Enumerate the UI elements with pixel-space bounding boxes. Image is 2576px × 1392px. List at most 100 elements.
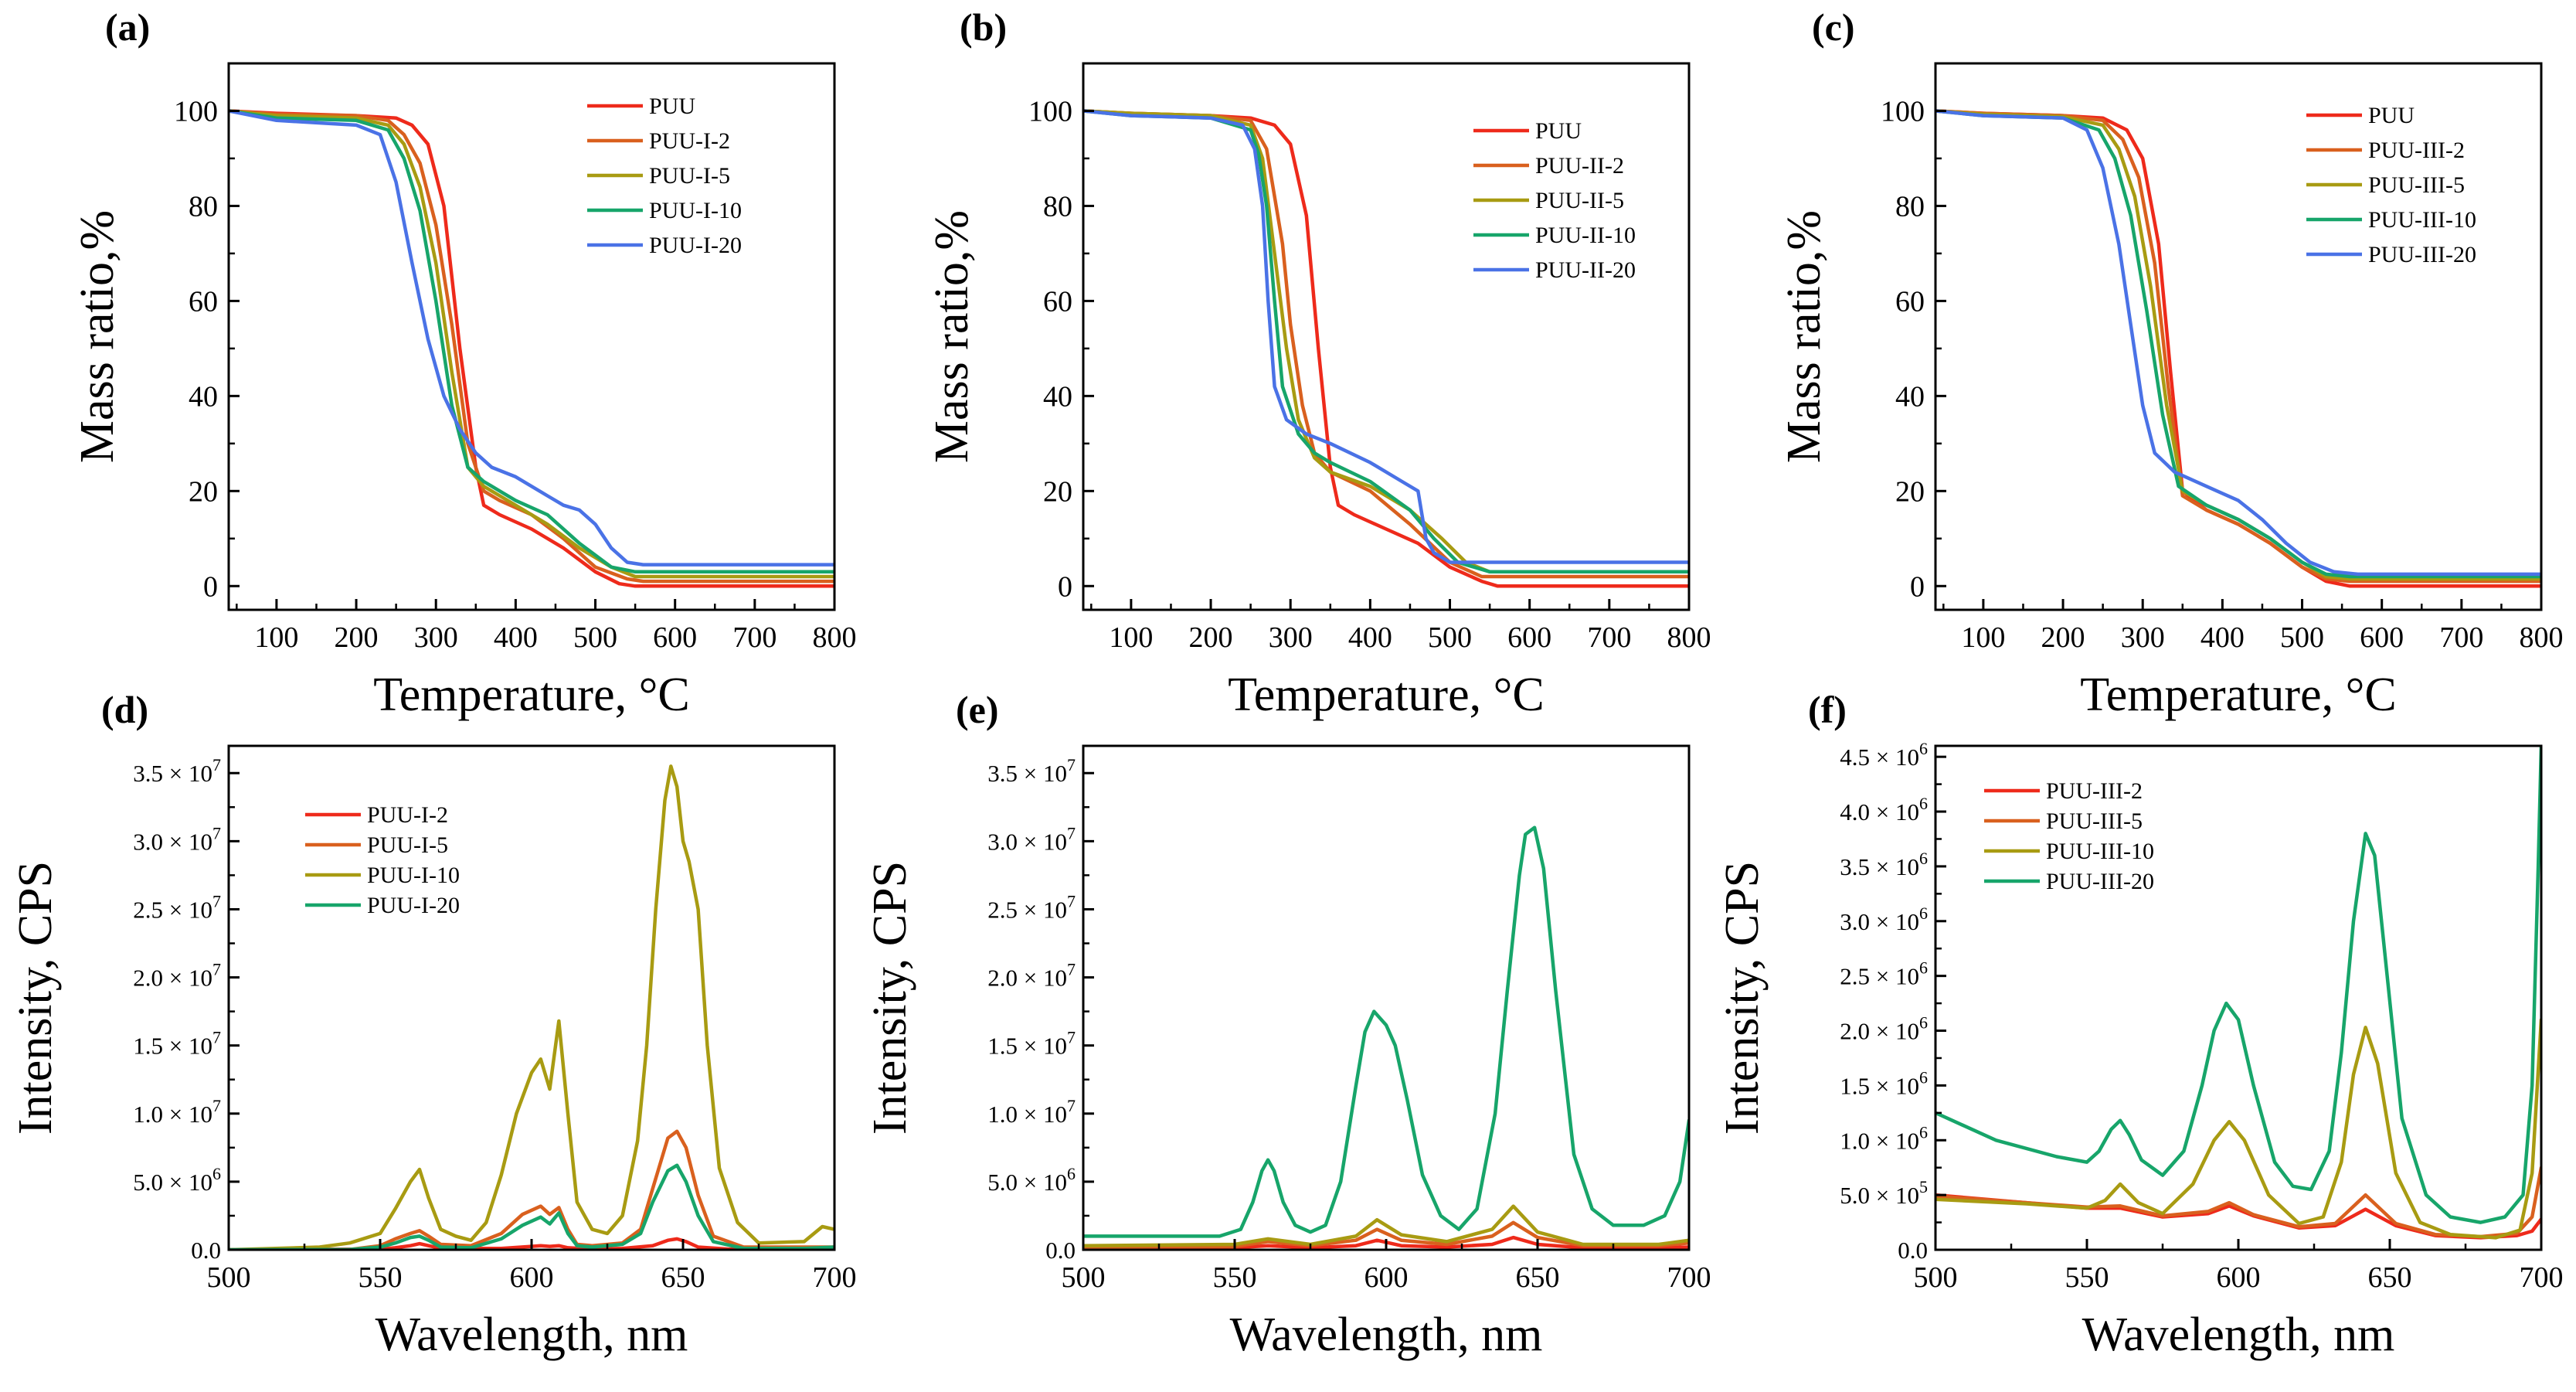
y-tick-exponent: 7 (1067, 823, 1076, 842)
y-tick-times: × 10 (1018, 1169, 1067, 1196)
y-tick-label: 20 (189, 475, 218, 508)
y-tick-times: × 10 (1018, 760, 1067, 787)
x-tick-label: 300 (2121, 621, 2165, 654)
x-tick-label: 700 (732, 621, 777, 654)
x-tick-label: 650 (1516, 1261, 1560, 1294)
y-axis-label: Intensity, CPS (864, 861, 916, 1135)
legend-label: PUU (2368, 103, 2415, 128)
x-tick-label: 500 (573, 621, 617, 654)
y-tick-label: 4.0 × 106 (1840, 794, 1928, 825)
series-line-puu-iii-20 (1935, 746, 2541, 1224)
y-tick-times: × 10 (1870, 798, 1919, 825)
y-tick-label: 2.5 × 107 (987, 891, 1076, 923)
y-tick-label: 80 (189, 190, 218, 223)
legend-label: PUU-II-2 (1535, 153, 1624, 179)
legend: PUU-III-2 PUU-III-5 PUU-III-10 PUU-III-20 (1984, 778, 2154, 894)
y-tick-mantissa: 3.0 (133, 828, 163, 855)
x-tick-label: 700 (813, 1261, 857, 1294)
y-tick-times: × 10 (1018, 965, 1067, 992)
y-tick-exponent: 6 (1919, 904, 1928, 923)
y-tick-exponent: 6 (212, 1164, 221, 1183)
series-line-puu-ii-20 (1083, 825, 1689, 1238)
x-tick-label: 600 (510, 1261, 554, 1294)
y-tick-mantissa: 1.0 (987, 1101, 1018, 1128)
series-group (229, 764, 834, 1250)
y-tick-label: 0.0 (191, 1237, 221, 1264)
y-tick-label: 3.5 × 107 (987, 755, 1076, 787)
y-axis-label: Intensity, CPS (1716, 861, 1769, 1135)
y-tick-mantissa: 0.0 (1045, 1237, 1076, 1264)
y-tick-label: 1.0 × 107 (987, 1096, 1076, 1128)
y-axis-label: Mass ratio,% (71, 210, 124, 463)
y-tick-label: 3.0 × 106 (1840, 904, 1928, 935)
x-tick-label: 500 (1914, 1261, 1958, 1294)
y-tick-times: × 10 (163, 1169, 212, 1196)
y-tick-times: × 10 (1870, 1127, 1919, 1154)
y-tick-times: × 10 (1018, 828, 1067, 855)
series-group (1935, 746, 2541, 1240)
series-line-puu-iii-20 (1935, 109, 2541, 577)
x-tick-label: 600 (2217, 1261, 2261, 1294)
series-group (229, 109, 834, 588)
series-line-puu-iii-5 (1935, 1166, 2541, 1239)
y-tick-exponent: 6 (1919, 1013, 1928, 1033)
y-tick-label: 4.5 × 106 (1840, 739, 1928, 771)
series-line-puu-i-20 (229, 109, 834, 567)
y-tick-label: 100 (174, 95, 218, 128)
series-line-puu-i-5 (229, 1129, 834, 1250)
legend-label: PUU-I-2 (649, 128, 730, 154)
plot-frame (227, 744, 836, 1251)
y-tick-mantissa: 2.0 (133, 965, 163, 992)
y-tick-label: 0 (1058, 570, 1072, 603)
y-tick-label: 2.0 × 107 (133, 960, 221, 992)
x-axis-label: Wavelength, nm (1230, 1309, 1543, 1361)
x-tick-label: 700 (2520, 1261, 2564, 1294)
y-tick-label: 1.0 × 106 (1840, 1122, 1928, 1154)
y-tick-exponent: 7 (212, 755, 221, 774)
y-tick-label: 20 (1895, 475, 1925, 508)
legend-label: PUU-I-20 (367, 893, 460, 918)
y-tick-times: × 10 (1018, 1101, 1067, 1128)
y-tick-label: 0 (203, 570, 218, 603)
x-tick-label: 550 (359, 1261, 403, 1294)
panel-label: (d) (101, 688, 148, 731)
y-tick-times: × 10 (163, 965, 212, 992)
x-tick-label: 650 (661, 1261, 705, 1294)
panel-b: 100 200 300 400 500 600 700 800 0 20 40 60 80 100 Temp… (926, 5, 1711, 721)
series-line-puu-ii-2 (1083, 1235, 1689, 1250)
y-tick-label: 40 (1895, 380, 1925, 413)
legend-label: PUU-II-20 (1535, 257, 1636, 283)
y-tick-exponent: 6 (1919, 1067, 1928, 1087)
series-line-puu-ii-2 (1083, 109, 1689, 579)
y-tick-exponent: 6 (1919, 958, 1928, 978)
legend-label: PUU-III-5 (2046, 808, 2143, 834)
y-tick-exponent: 7 (1067, 960, 1076, 979)
y-tick-times: × 10 (1870, 1018, 1919, 1045)
y-axis-label: Mass ratio,% (1778, 210, 1830, 463)
y-tick-exponent: 7 (1067, 1096, 1076, 1115)
x-tick-label: 550 (2065, 1261, 2109, 1294)
y-tick-label: 80 (1043, 190, 1072, 223)
legend-label: PUU (649, 94, 695, 119)
y-tick-times: × 10 (1870, 744, 1919, 771)
series-line-puu-ii-10 (1083, 109, 1689, 574)
y-tick-label: 0.0 (1045, 1237, 1076, 1264)
series-line-puu (1935, 109, 2541, 588)
y-tick-times: × 10 (1870, 1072, 1919, 1099)
legend-label: PUU-III-2 (2046, 778, 2143, 804)
y-tick-label: 20 (1043, 475, 1072, 508)
legend-label: PUU-III-20 (2368, 242, 2476, 267)
x-tick-label: 550 (1213, 1261, 1257, 1294)
y-tick-label: 0 (1910, 570, 1925, 603)
x-tick-label: 400 (2200, 621, 2245, 654)
x-axis-label: Wavelength, nm (376, 1309, 688, 1361)
y-tick-mantissa: 1.0 (1840, 1127, 1870, 1154)
y-tick-exponent: 7 (212, 891, 221, 910)
x-tick-label: 100 (1109, 621, 1153, 654)
y-tick-label: 5.0 × 106 (133, 1164, 221, 1196)
legend-label: PUU-I-5 (367, 832, 448, 858)
y-tick-label: 3.5 × 106 (1840, 849, 1928, 880)
panel-c: 100 200 300 400 500 600 700 800 0 20 40 60 80 100 Temp… (1778, 5, 2564, 721)
